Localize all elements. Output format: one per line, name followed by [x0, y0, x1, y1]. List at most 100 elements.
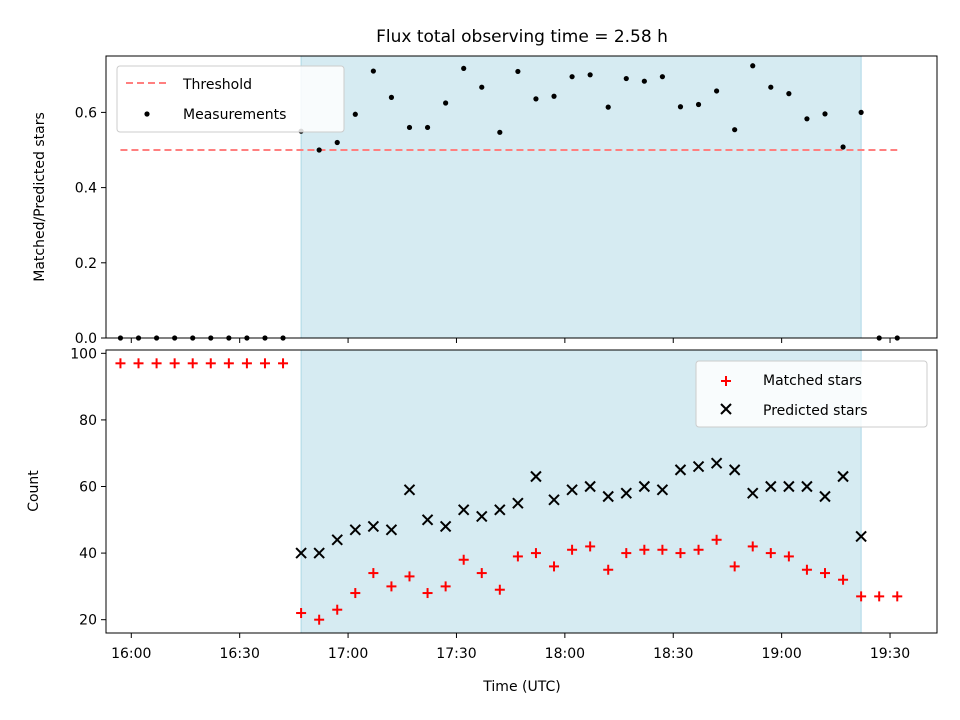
x-b — [783, 480, 795, 493]
measurement-point — [623, 75, 629, 82]
matched-star-point — [476, 568, 487, 579]
legend-box — [695, 360, 928, 428]
matched-star-point — [205, 358, 216, 369]
matched-star-point — [187, 358, 198, 369]
count-panel: 20 40 60 80 100 Count 16:00 16:30 17:00 17:30 18:0… — [26, 346, 938, 662]
predicted-star-point — [692, 460, 705, 473]
x-b — [331, 534, 343, 546]
predicted-star-point — [530, 470, 542, 483]
measurement-point — [587, 72, 593, 78]
matched-star-point — [747, 541, 758, 552]
matched-star-point — [115, 358, 126, 369]
measurement-point — [786, 91, 792, 97]
measurement-point — [750, 63, 756, 69]
x-b — [512, 497, 524, 509]
x-b — [403, 484, 416, 496]
x-b — [602, 490, 614, 503]
measurement-point — [334, 139, 340, 146]
x-b — [457, 504, 470, 516]
matched-star-point — [494, 584, 505, 595]
matched-star-point — [278, 358, 289, 369]
predicted-star-point — [313, 547, 325, 559]
predicted-star-point — [783, 480, 795, 493]
x-b — [295, 547, 307, 559]
predicted-star-point — [747, 487, 759, 499]
matched-star-point — [169, 358, 180, 369]
predicted-star-point — [403, 484, 416, 496]
matched-star-point — [458, 554, 469, 565]
measurement-point — [732, 127, 738, 133]
matched-star-point — [585, 541, 596, 552]
x-b — [367, 520, 380, 533]
observing-window-shade — [301, 56, 862, 338]
legend-predicted-swatch — [720, 403, 732, 415]
y-tick-label: 80 — [79, 413, 97, 429]
measurement-point — [479, 84, 485, 90]
x-b — [819, 490, 831, 503]
predicted-star-point — [421, 514, 434, 526]
predicted-star-point — [638, 480, 651, 493]
x-b — [638, 480, 651, 493]
legend-measurements-swatch — [144, 111, 150, 117]
measurement-point — [695, 101, 702, 108]
x-tick-label: 17:00 — [328, 646, 368, 662]
measurement-point — [822, 111, 828, 117]
measurement-point — [316, 147, 322, 153]
measurement-point — [659, 74, 666, 80]
predicted-star-point — [710, 457, 723, 469]
measurement-point — [641, 78, 647, 84]
matched-star-point — [350, 588, 361, 599]
predicted-star-point — [349, 524, 362, 536]
legend: Matched stars Predicted stars — [695, 360, 928, 428]
matched-star-point — [404, 571, 415, 582]
x-tick-label: 16:30 — [220, 646, 260, 662]
y-tick-label: 0.6 — [75, 105, 97, 121]
plot-frame — [105, 55, 938, 339]
legend-box — [116, 65, 345, 133]
measurement-point — [352, 111, 358, 117]
measurement-point — [569, 74, 575, 80]
matched-star-point — [422, 588, 433, 599]
x-b — [765, 480, 777, 493]
x-b — [566, 484, 578, 496]
measurement-point — [424, 124, 431, 131]
y-tick-label: 60 — [79, 480, 97, 496]
x-b — [728, 464, 741, 476]
measurement-point — [388, 94, 395, 100]
matched-star-point — [368, 568, 379, 579]
predicted-star-point — [620, 487, 632, 499]
x-tick-label: 17:30 — [436, 646, 476, 662]
matched-star-point — [693, 544, 704, 555]
x-b — [720, 403, 732, 415]
matched-star-point — [765, 548, 776, 559]
chart-title: Flux total observing time = 2.58 h — [376, 27, 668, 47]
x-b — [494, 504, 506, 516]
x-b — [620, 487, 632, 499]
measurement-point — [461, 65, 467, 72]
x-b — [385, 524, 398, 536]
measurement-point — [551, 93, 557, 99]
x-axis-label: Time (UTC) — [482, 679, 560, 695]
measurement-point — [858, 109, 864, 115]
matched-star-point — [296, 608, 307, 619]
measurement-point — [497, 129, 503, 135]
matched-star-point — [241, 358, 252, 369]
matched-star-point — [259, 358, 270, 369]
predicted-star-point — [494, 504, 506, 516]
predicted-star-point — [819, 490, 831, 503]
y-tick-label: 100 — [70, 346, 97, 362]
legend-predicted-label: Predicted stars — [763, 403, 868, 419]
x-b — [710, 457, 723, 469]
matched-star-point — [801, 564, 812, 575]
y-tick-label: 0.0 — [75, 331, 97, 347]
x-tick-label: 16:00 — [111, 646, 151, 662]
matched-star-point — [621, 548, 632, 559]
measurement-point — [768, 84, 774, 90]
predicted-star-point — [801, 480, 813, 493]
measurement-point — [406, 124, 413, 131]
predicted-star-point — [385, 524, 398, 536]
plot-frame — [105, 349, 938, 634]
measurement-point — [533, 96, 539, 102]
x-tick-label: 19:30 — [870, 646, 910, 662]
matched-star-point — [567, 544, 578, 555]
